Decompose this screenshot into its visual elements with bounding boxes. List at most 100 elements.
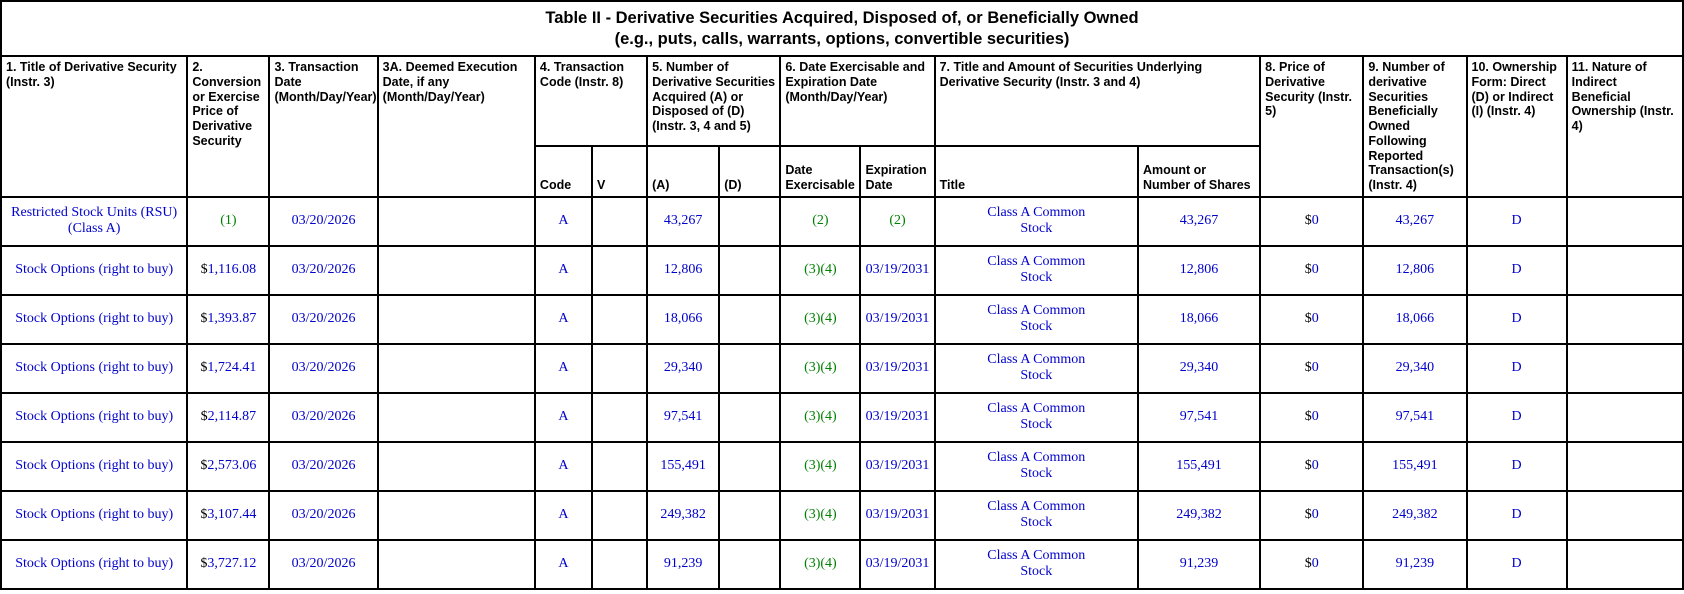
cell-conversion-price: $3,107.44 <box>186 489 271 541</box>
cell-expiration-date: 03/19/2031 <box>859 489 936 541</box>
derivative-price-currency-sign: $ <box>1304 409 1312 425</box>
cell-transaction-date: 03/20/2026 <box>268 538 379 590</box>
table-title-line2: (e.g., puts, calls, warrants, options, c… <box>614 29 1070 48</box>
cell-derivative-price: $0 <box>1259 195 1365 247</box>
header-owned-following: 9. Number of derivative Securities Benef… <box>1362 55 1468 198</box>
expiration-date-value: 03/19/2031 <box>865 262 930 278</box>
cell-ownership-form: D <box>1465 489 1568 541</box>
cell-disposed <box>718 391 782 443</box>
derivative-price-currency-sign: $ <box>1304 213 1312 229</box>
cell-derivative-title: Stock Options (right to buy) <box>0 489 189 541</box>
owned-following-value: 97,541 <box>1395 409 1435 425</box>
ownership-form-value: D <box>1511 409 1522 425</box>
cell-derivative-price: $0 <box>1259 342 1365 394</box>
cell-transaction-date: 03/20/2026 <box>268 391 379 443</box>
subheader-expiration-date: Expiration Date <box>859 144 936 198</box>
cell-deemed-execution-date <box>376 489 536 541</box>
cell-ownership-form: D <box>1465 391 1568 443</box>
expiration-date-value: 03/19/2031 <box>865 409 930 425</box>
derivative-price-currency-sign: $ <box>1304 262 1312 278</box>
currency-sign: $ <box>200 262 208 278</box>
derivative-price-currency-sign: $ <box>1304 360 1312 376</box>
cell-expiration-date: (2) <box>859 195 936 247</box>
ownership-form-value: D <box>1511 262 1522 278</box>
cell-acquired: 12,806 <box>646 244 721 296</box>
cell-transaction-code: A <box>533 293 594 345</box>
cell-indirect-nature <box>1565 244 1684 296</box>
cell-underlying-title: Class A Common Stock <box>933 342 1139 394</box>
cell-derivative-price: $0 <box>1259 489 1365 541</box>
header-underlying-securities: 7. Title and Amount of Securities Underl… <box>933 55 1262 147</box>
derivative-title-text: Stock Options (right to buy) <box>15 311 174 327</box>
cell-disposed <box>718 440 782 492</box>
cell-transaction-date: 03/20/2026 <box>268 293 379 345</box>
cell-underlying-amount: 155,491 <box>1136 440 1262 492</box>
cell-code-v <box>591 391 649 443</box>
cell-underlying-amount: 97,541 <box>1136 391 1262 443</box>
transaction-code-value: A <box>558 360 569 376</box>
underlying-title-value: Class A Common Stock <box>987 352 1086 384</box>
header-conversion-price: 2. Conversion or Exercise Price of Deriv… <box>186 55 271 198</box>
cell-ownership-form: D <box>1465 195 1568 247</box>
cell-derivative-title: Restricted Stock Units (RSU) (Class A) <box>0 195 189 247</box>
cell-date-exercisable: (2) <box>779 195 862 247</box>
currency-sign: $ <box>200 360 208 376</box>
cell-disposed <box>718 489 782 541</box>
underlying-title-value: Class A Common Stock <box>987 254 1086 286</box>
cell-transaction-date: 03/20/2026 <box>268 489 379 541</box>
derivative-title-text: Stock Options (right to buy) <box>15 409 174 425</box>
cell-deemed-execution-date <box>376 538 536 590</box>
cell-disposed <box>718 244 782 296</box>
cell-owned-following: 43,267 <box>1362 195 1468 247</box>
ownership-form-value: D <box>1511 360 1522 376</box>
cell-underlying-amount: 43,267 <box>1136 195 1262 247</box>
underlying-amount-value: 43,267 <box>1179 213 1219 229</box>
cell-transaction-date: 03/20/2026 <box>268 440 379 492</box>
cell-expiration-date: 03/19/2031 <box>859 244 936 296</box>
derivative-title-text: Stock Options (right to buy) <box>15 360 174 376</box>
underlying-title-value: Class A Common Stock <box>987 499 1086 531</box>
cell-transaction-code: A <box>533 489 594 541</box>
cell-acquired: 97,541 <box>646 391 721 443</box>
cell-conversion-price: (1) <box>186 195 271 247</box>
cell-transaction-date: 03/20/2026 <box>268 244 379 296</box>
cell-conversion-price: $2,573.06 <box>186 440 271 492</box>
subheader-date-exercisable: Date Exercisable <box>779 144 862 198</box>
cell-disposed <box>718 538 782 590</box>
cell-conversion-price: $2,114.87 <box>186 391 271 443</box>
cell-transaction-code: A <box>533 244 594 296</box>
transaction-date-value: 03/20/2026 <box>291 409 356 425</box>
table-title-line1: Table II - Derivative Securities Acquire… <box>545 9 1139 28</box>
ownership-form-value: D <box>1511 458 1522 474</box>
transaction-code-value: A <box>558 311 569 327</box>
underlying-amount-value: 91,239 <box>1179 556 1219 572</box>
acquired-value: 29,340 <box>663 360 703 376</box>
cell-date-exercisable: (3)(4) <box>779 538 862 590</box>
subheader-underlying-title: Title <box>933 144 1139 198</box>
cell-deemed-execution-date <box>376 391 536 443</box>
cell-conversion-price: $1,724.41 <box>186 342 271 394</box>
derivative-price-value: 0 <box>1311 507 1319 523</box>
derivative-price-value: 0 <box>1311 262 1319 278</box>
cell-derivative-title: Stock Options (right to buy) <box>0 244 189 296</box>
cell-date-exercisable: (3)(4) <box>779 489 862 541</box>
derivative-price-value: 0 <box>1311 556 1319 572</box>
cell-code-v <box>591 440 649 492</box>
cell-indirect-nature <box>1565 391 1684 443</box>
transaction-date-value: 03/20/2026 <box>291 556 356 572</box>
owned-following-value: 91,239 <box>1395 556 1435 572</box>
cell-derivative-price: $0 <box>1259 440 1365 492</box>
cell-owned-following: 29,340 <box>1362 342 1468 394</box>
cell-conversion-price: $1,393.87 <box>186 293 271 345</box>
cell-transaction-code: A <box>533 538 594 590</box>
table-row: Stock Options (right to buy) $1,724.41 0… <box>0 342 1684 394</box>
derivative-title-text: Stock Options (right to buy) <box>15 507 174 523</box>
acquired-value: 249,382 <box>660 507 706 523</box>
expiration-date-value: 03/19/2031 <box>865 556 930 572</box>
underlying-amount-value: 155,491 <box>1176 458 1222 474</box>
cell-expiration-date: 03/19/2031 <box>859 538 936 590</box>
table-body: Restricted Stock Units (RSU) (Class A) (… <box>0 195 1684 590</box>
cell-expiration-date: 03/19/2031 <box>859 391 936 443</box>
date-exercisable-value: (3)(4) <box>804 409 837 425</box>
cell-transaction-code: A <box>533 342 594 394</box>
